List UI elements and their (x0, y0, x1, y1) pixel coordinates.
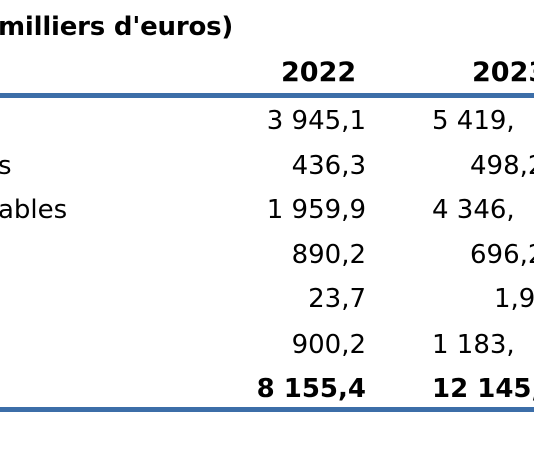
value-2022: 1 959,9 (266, 195, 366, 225)
value-2022: 436,3 (291, 151, 366, 181)
table-row: 890,2 696,2 (0, 240, 534, 270)
value-2023: 4 346, (432, 195, 515, 225)
header-rule (0, 93, 534, 98)
value-2023: 5 419, (432, 106, 515, 136)
value-2022: 3 945,1 (266, 106, 366, 136)
value-2022: 900,2 (291, 330, 366, 360)
column-header-2022: 2022 (281, 57, 357, 88)
value-2023-total: 12 145, (432, 374, 534, 404)
value-2022: 23,7 (308, 284, 366, 314)
row-label: ables (0, 195, 68, 225)
table-row: s 436,3 498,2 (0, 151, 534, 181)
table-row-total: 8 155,4 12 145, (0, 374, 534, 404)
table-row: 900,2 1 183, (0, 330, 534, 360)
value-2023: 1 183, (432, 330, 515, 360)
table-title: milliers d'euros) (0, 12, 234, 42)
value-2022: 890,2 (291, 240, 366, 270)
value-2022-total: 8 155,4 (256, 374, 366, 404)
footer-rule (0, 407, 534, 412)
value-2023: 498,2 (470, 151, 534, 181)
table-row: 23,7 1,9 (0, 284, 534, 314)
table-row: ables 1 959,9 4 346, (0, 195, 534, 225)
table-row: 3 945,1 5 419, (0, 106, 534, 136)
row-label: s (0, 151, 12, 181)
value-2023: 1,9 (494, 284, 534, 314)
value-2023: 696,2 (470, 240, 534, 270)
